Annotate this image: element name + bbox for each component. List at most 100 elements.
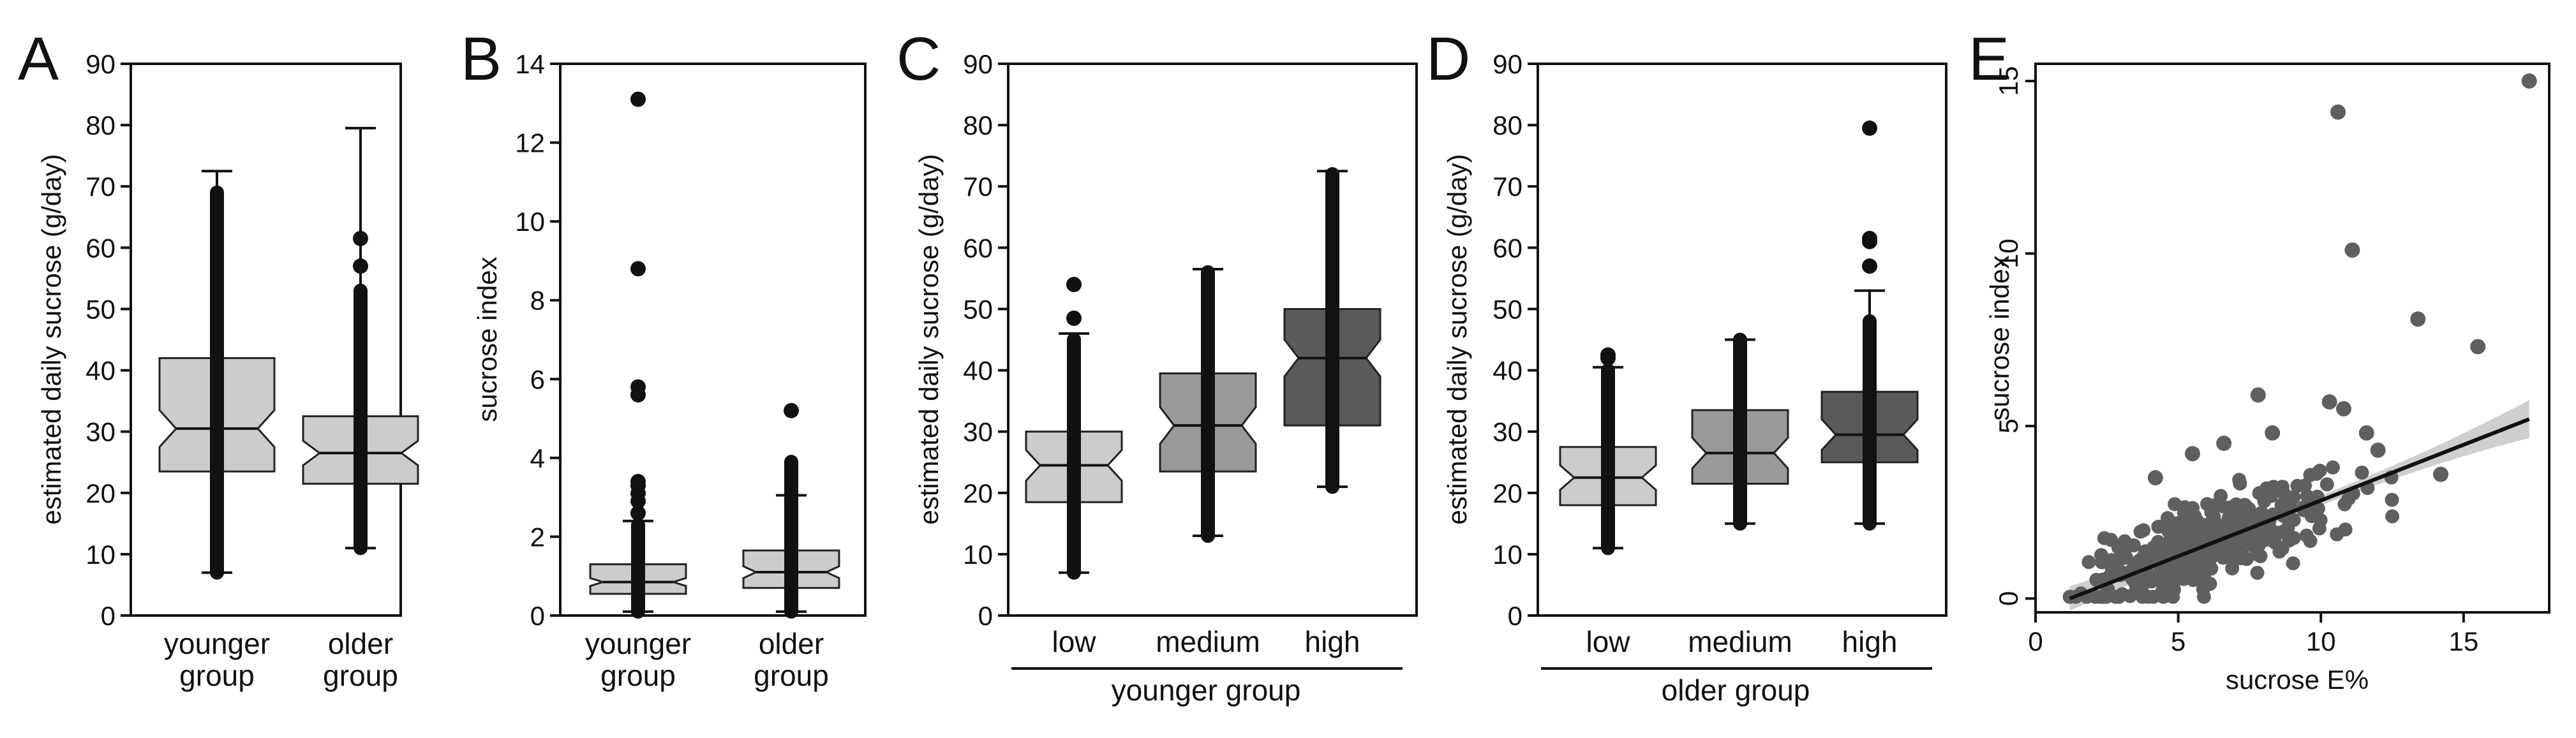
plot-frame-c <box>1007 63 1418 617</box>
outlier-d-2-2 <box>1862 230 1877 246</box>
scatter-point <box>2168 525 2182 540</box>
scatter-point <box>2127 575 2142 589</box>
outlier-d-2-3 <box>1862 120 1877 136</box>
y-axis-c: 0 10 20 30 40 50 60 70 80 90 <box>963 49 1008 631</box>
scatter-point <box>2214 489 2228 503</box>
scatter-point <box>2117 543 2132 558</box>
scatter-point <box>2151 535 2166 549</box>
panel-letter-d: D <box>1426 25 1470 93</box>
y-tick-label-b-3: 6 <box>530 364 545 394</box>
panel-b: B 0 2 4 6 8 10 12 14 sucrose index younger grou… <box>461 25 867 692</box>
scatter-point-outlying-2 <box>2344 242 2360 258</box>
scatter-point <box>2104 533 2118 547</box>
category-label-b-0-line-2: group <box>600 659 676 692</box>
scatter-point-outlying-12 <box>2216 435 2232 451</box>
y-axis-d: 0 10 20 30 40 50 60 70 80 90 <box>1493 49 1538 631</box>
scatter-point <box>2330 527 2344 542</box>
scatter-point <box>2298 478 2312 493</box>
scatter-point <box>2286 556 2300 571</box>
scatter-point <box>2274 498 2289 512</box>
outlier-b-0-6 <box>630 379 646 395</box>
y-tick-label-d-9: 90 <box>1493 49 1523 79</box>
x-tick-label-e-3: 15 <box>2448 626 2478 656</box>
y-tick-label-c-4: 40 <box>963 356 993 386</box>
box-d-0 <box>1559 347 1657 556</box>
outlier-d-0-1 <box>1600 347 1616 363</box>
y-tick-label-e-3: 15 <box>1993 66 2023 96</box>
scatter-point <box>2230 508 2244 523</box>
panel-a: A 0 10 20 30 40 50 60 70 80 90 estimated daily su… <box>18 25 419 692</box>
y-tick-label-d-0: 0 <box>1508 601 1523 631</box>
scatter-point <box>2151 519 2166 534</box>
scatter-point-outlying-6 <box>2321 394 2337 410</box>
y-axis-a: 0 10 20 30 40 50 60 70 80 90 <box>86 49 131 631</box>
panel-e: E 0 5 10 15 0 5 10 15 sucrose E% sucrose index <box>1969 25 2550 695</box>
scatter-point <box>2133 524 2148 539</box>
panel-letter-c: C <box>897 25 941 93</box>
scatter-point <box>2385 509 2400 524</box>
boxes-d <box>1559 120 1919 556</box>
y-tick-label-b-4: 8 <box>530 286 545 316</box>
y-axis-label-e: sucrose index <box>1984 255 2014 420</box>
outlier-b-1-0 <box>784 402 799 418</box>
y-tick-label-c-3: 30 <box>963 417 993 447</box>
y-axis-label-d: estimated daily sucrose (g/day) <box>1442 154 1472 524</box>
box-c-2 <box>1283 167 1381 494</box>
y-tick-label-d-4: 40 <box>1493 356 1523 386</box>
scatter-point <box>2299 528 2314 543</box>
scatter-point <box>2221 540 2236 554</box>
y-tick-label-c-6: 60 <box>963 233 993 263</box>
boxes-c <box>1025 167 1381 580</box>
y-tick-label-c-1: 10 <box>963 540 993 570</box>
regression-line <box>2069 417 2530 601</box>
category-label-d-2: high <box>1842 625 1898 658</box>
plot-frame-d <box>1537 63 1947 617</box>
group-label-c: younger group <box>1112 674 1301 707</box>
outlier-b-0-7 <box>630 261 646 277</box>
category-label-c-2: high <box>1305 625 1360 658</box>
category-label-d-0: low <box>1586 625 1630 658</box>
y-axis-label-b: sucrose index <box>472 256 502 422</box>
scatter-point <box>2199 558 2214 573</box>
y-tick-label-c-8: 80 <box>963 110 993 140</box>
plot-frame-b <box>559 63 867 617</box>
y-tick-label-b-6: 12 <box>515 128 545 158</box>
category-label-a-1-line-2: group <box>323 659 398 692</box>
scatter-point <box>2286 513 2301 528</box>
scatter-point <box>2215 499 2230 513</box>
scatter-point-outlying-1 <box>2330 104 2346 120</box>
x-tick-label-e-1: 5 <box>2171 626 2185 656</box>
box-d-2 <box>1820 120 1919 531</box>
scatter-point <box>2154 564 2169 579</box>
y-tick-label-a-3: 30 <box>86 417 115 447</box>
scatter-point <box>2168 497 2182 512</box>
scatter-point <box>2108 557 2122 572</box>
scatter-point <box>2190 514 2205 529</box>
outlier-b-0-4 <box>630 473 646 489</box>
box-a-1 <box>302 126 419 556</box>
scatter-point <box>2225 561 2240 576</box>
category-label-b-1-line-1: older <box>759 627 824 660</box>
outlier-d-2-0 <box>1862 258 1877 274</box>
y-tick-label-c-0: 0 <box>978 601 993 631</box>
panel-letter-b: B <box>461 25 502 93</box>
scatter-point <box>2139 589 2154 603</box>
y-tick-label-b-5: 10 <box>515 207 545 237</box>
category-label-b-1-line-2: group <box>754 659 829 692</box>
group-label-d: older group <box>1662 674 1810 707</box>
box-d-1 <box>1691 332 1789 531</box>
box-c-1 <box>1159 265 1257 543</box>
outlier-a-1-0 <box>353 258 368 274</box>
scatter-point <box>2111 589 2126 604</box>
y-tick-label-d-7: 70 <box>1493 172 1523 202</box>
scatter-point-outlying-14 <box>2147 470 2163 486</box>
plot-frame-e <box>2034 63 2550 614</box>
scatter-point <box>2250 565 2265 580</box>
y-tick-label-e-0: 0 <box>1993 591 2023 606</box>
outlier-b-0-8 <box>630 91 646 107</box>
outlier-a-1-1 <box>353 230 368 246</box>
y-tick-label-d-3: 30 <box>1493 417 1523 447</box>
scatter-point-outlying-0 <box>2521 73 2537 89</box>
y-tick-label-b-7: 14 <box>515 49 545 79</box>
outlier-c-0-0 <box>1066 310 1082 326</box>
